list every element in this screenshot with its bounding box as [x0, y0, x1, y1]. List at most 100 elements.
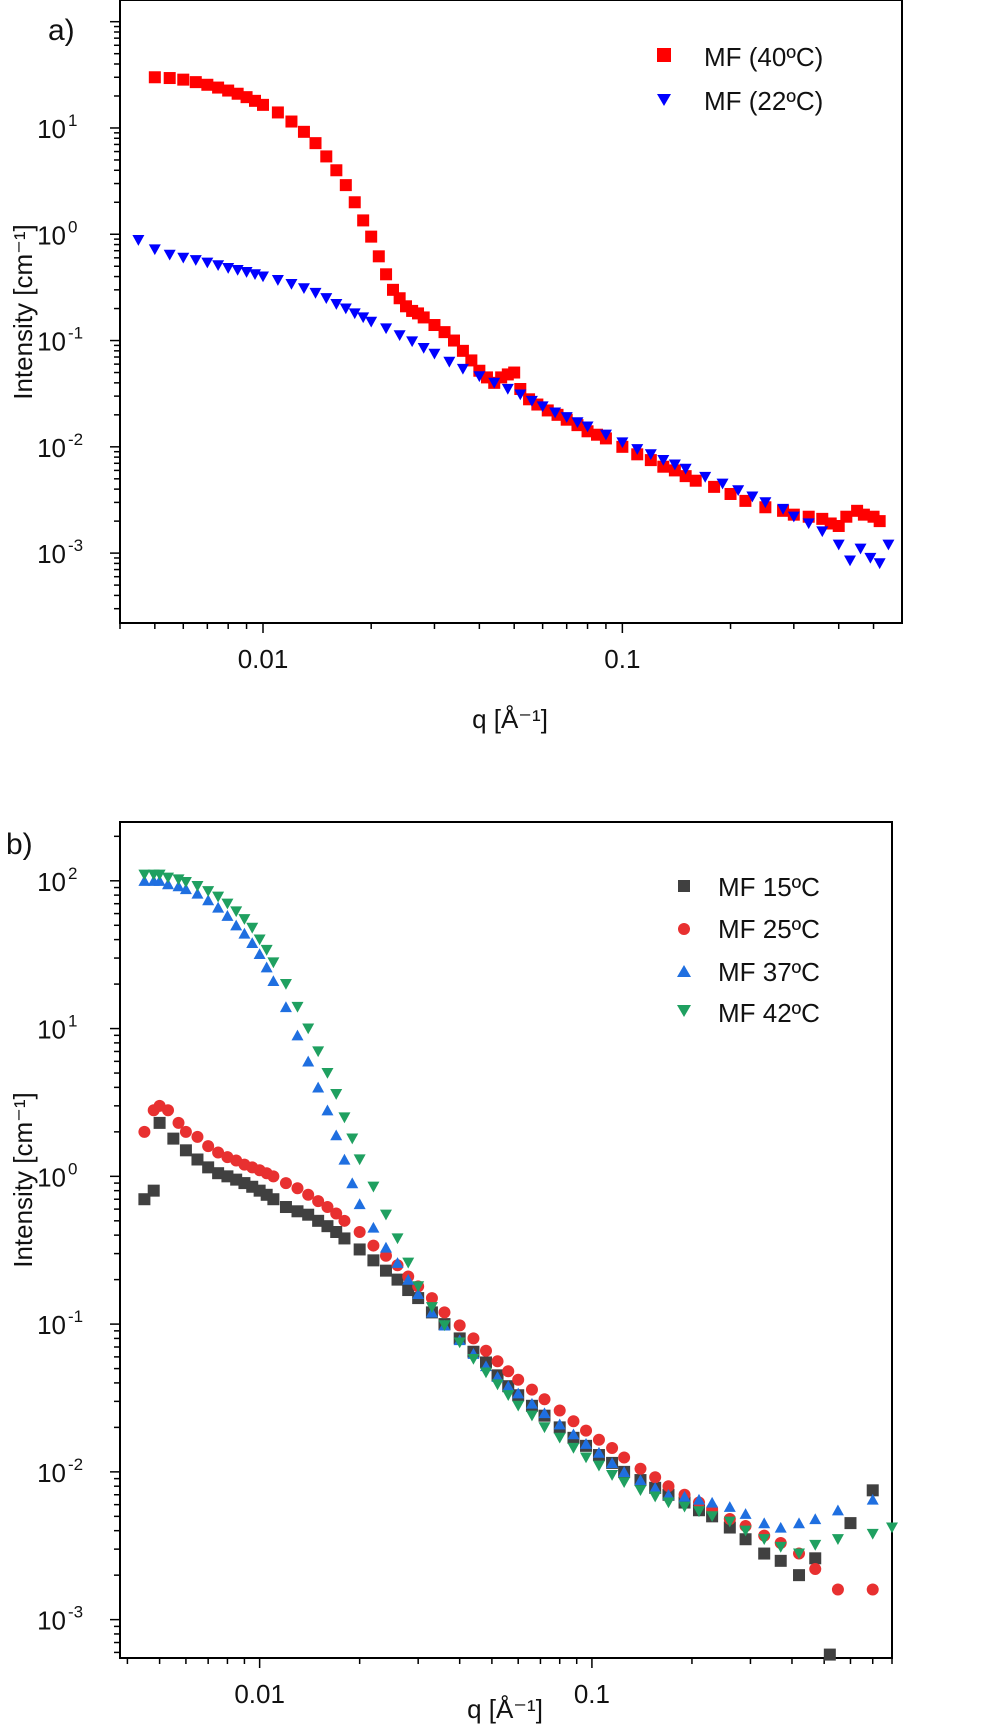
series-1-point-circle	[212, 1146, 225, 1159]
series-1-point-triangle-down	[132, 235, 145, 246]
series-3-point-triangle-down	[402, 1257, 415, 1269]
series-3-point-triangle-down	[162, 872, 175, 884]
series-1-point-triangle-down	[488, 377, 501, 389]
y-tick-base: 10	[37, 1606, 66, 1636]
y-tick-base: 10	[37, 1310, 66, 1340]
series-0-point-square	[147, 1184, 160, 1197]
series-3-point-triangle-down	[758, 1534, 771, 1545]
series-0-point-square	[380, 268, 393, 281]
series-2-point-triangle-up	[634, 1474, 647, 1486]
series-2-point-triangle-up	[302, 1055, 315, 1067]
series-0-point-square	[189, 76, 202, 89]
series-2-point-triangle-up	[367, 1221, 380, 1233]
series-0-point-square	[309, 137, 322, 150]
series-0-point-square	[291, 1205, 304, 1218]
panel-b-plot-frame	[119, 821, 893, 1659]
series-0-point-square	[809, 1552, 822, 1565]
series-3-point-triangle-down	[739, 1525, 752, 1537]
legend-label-mf-15: MF 15ºC	[718, 872, 820, 902]
series-0-point-square	[668, 464, 681, 477]
series-2-point-triangle-up	[502, 1380, 515, 1392]
panel-a-label: a)	[48, 14, 75, 47]
series-3-point-triangle-down	[238, 914, 251, 925]
series-0-point-square	[739, 494, 752, 507]
series-1-point-triangle-down	[148, 244, 161, 256]
y-tick-exponent: -2	[68, 430, 83, 449]
series-0-point-square	[167, 1132, 180, 1145]
series-0-point-square	[391, 1273, 404, 1286]
panel-a-legend: MF (40ºC) MF (22ºC)	[657, 42, 823, 116]
series-0-point-square	[191, 1153, 204, 1166]
series-3-point-triangle-down	[453, 1337, 466, 1349]
series-3-point-triangle-down	[202, 886, 215, 897]
series-1-point-triangle-down	[189, 255, 202, 266]
series-0-point-square	[866, 1484, 879, 1497]
series-0-point-square	[177, 73, 190, 86]
series-2-point-triangle-up	[525, 1397, 538, 1409]
series-2-point-triangle-up	[567, 1428, 580, 1440]
series-3-point-triangle-down	[138, 869, 151, 881]
series-0-point-square	[823, 1648, 836, 1661]
legend-marker-square	[657, 48, 671, 62]
series-3-point-triangle-down	[491, 1379, 504, 1391]
series-1-point-triangle-down	[746, 491, 759, 503]
series-2-point-triangle-up	[238, 927, 251, 939]
series-3-point-triangle-down	[291, 1001, 304, 1013]
series-0-point-square	[689, 474, 702, 487]
series-3-point-triangle-down	[678, 1501, 691, 1513]
series-0-point-square	[163, 72, 176, 85]
series-1-point-triangle-down	[456, 363, 469, 375]
series-3-point-triangle-down	[253, 934, 266, 946]
series-0-point-square	[857, 508, 870, 521]
series-0-point-square	[279, 1201, 292, 1214]
series-1-point-circle	[438, 1306, 451, 1319]
series-1-point-circle	[831, 1583, 844, 1596]
series-1-point-triangle-down	[549, 407, 562, 419]
series-1-point-triangle-down	[882, 539, 895, 551]
x-tick-label: 0.1	[574, 1679, 610, 1709]
series-3-point-triangle-down	[538, 1422, 551, 1434]
series-0-point-square	[179, 1144, 192, 1157]
series-1-point-triangle-down	[393, 330, 406, 342]
series-1-point-triangle-down	[201, 257, 214, 269]
series-0-point-square	[257, 98, 270, 111]
series-0-point-square	[832, 519, 845, 532]
series-2-point-triangle-up	[291, 1029, 304, 1041]
series-1-point-circle	[338, 1214, 351, 1227]
series-3-point-triangle-down	[649, 1491, 662, 1503]
series-1-point-triangle-down	[873, 558, 886, 570]
series-1-point-triangle-down	[716, 478, 729, 490]
series-0-point-square	[447, 334, 460, 347]
series-1-point-circle	[580, 1424, 593, 1437]
series-3-point-triangle-down	[246, 922, 259, 934]
legend-marker-square	[678, 880, 690, 892]
series-2-point-triangle-up	[793, 1517, 806, 1529]
series-1-point-circle	[312, 1195, 325, 1208]
series-1-point-triangle-down	[365, 316, 378, 328]
series-1-point-triangle-down	[844, 555, 857, 567]
y-tick-exponent: 1	[68, 1012, 77, 1031]
series-1-point-triangle-down	[222, 263, 235, 274]
series-2-point-triangle-up	[402, 1273, 415, 1285]
series-1-point-triangle-down	[864, 552, 877, 564]
series-1-point-circle	[553, 1404, 566, 1417]
series-1-point-triangle-down	[406, 336, 419, 348]
series-1-point-circle	[202, 1140, 215, 1153]
series-0-point-square	[201, 78, 214, 91]
series-1-point-circle	[291, 1182, 304, 1195]
panel-b-y-axis-label: Intensity [cm⁻¹]	[8, 1092, 38, 1268]
series-2-point-triangle-up	[491, 1371, 504, 1382]
series-2-point-triangle-up	[279, 1001, 292, 1013]
series-1-point-triangle-down	[257, 271, 270, 283]
series-2-point-triangle-up	[353, 1198, 366, 1210]
series-0-point-square	[402, 1284, 415, 1297]
series-1-point-circle	[330, 1207, 343, 1220]
series-1-point-circle	[138, 1125, 151, 1138]
series-2-point-triangle-up	[739, 1508, 752, 1519]
legend-marker-triangle-down	[657, 94, 671, 106]
series-2-point-triangle-up	[338, 1153, 351, 1165]
series-2-point-triangle-up	[662, 1489, 675, 1500]
y-tick-exponent: 0	[68, 217, 77, 236]
series-0-point-square	[428, 319, 441, 332]
